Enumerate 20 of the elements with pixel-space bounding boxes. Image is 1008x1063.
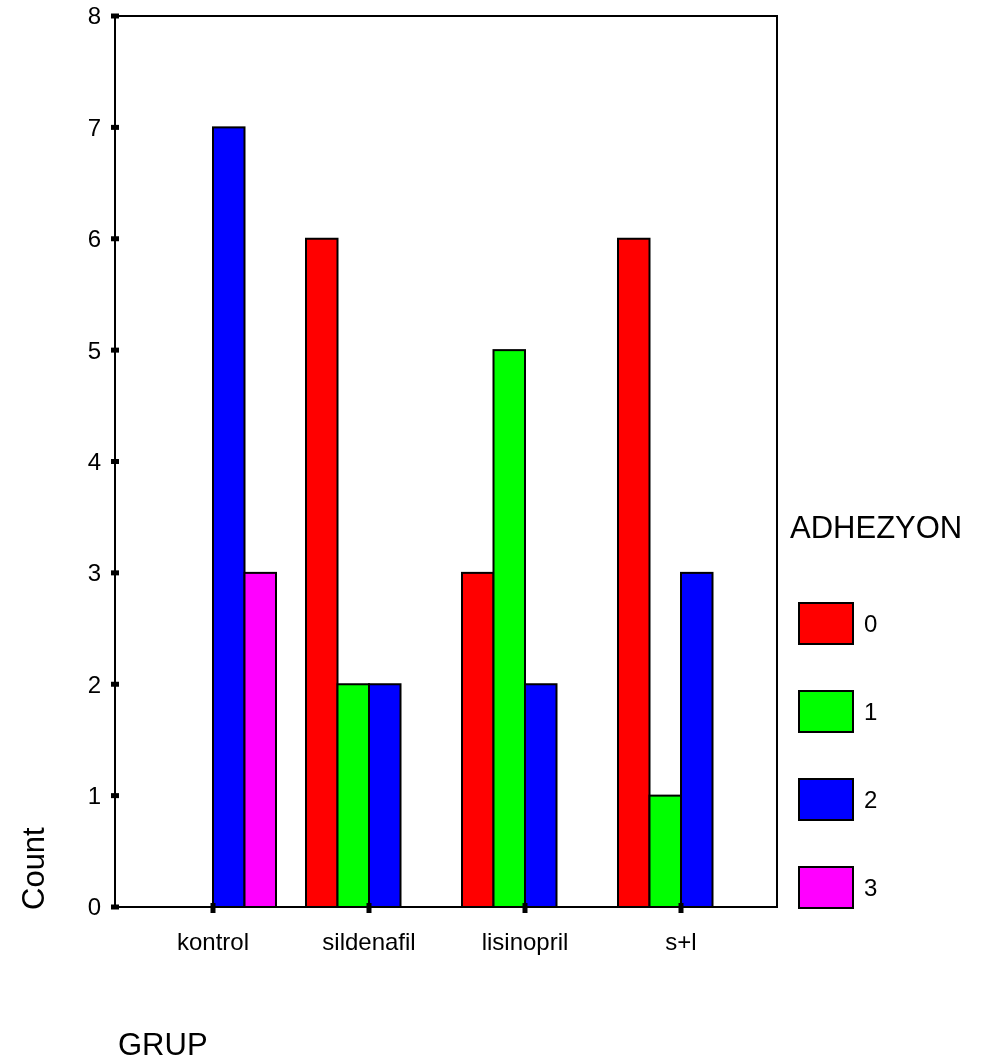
x-tick-label: kontrol (176, 928, 250, 955)
y-tick-label: 5 (87, 336, 101, 364)
y-tick-label: 2 (87, 670, 101, 698)
legend-label: 1 (864, 698, 878, 726)
x-tick-label: sildenafil (322, 928, 416, 955)
legend-label: 0 (864, 610, 878, 638)
y-tick-label: 0 (87, 893, 101, 921)
y-tick-label: 8 (87, 2, 101, 30)
y-axis-title: Count (16, 826, 51, 910)
legend-title: ADHEZYON (790, 510, 963, 545)
legend-label: 3 (864, 874, 878, 902)
y-tick-label: 7 (87, 113, 101, 141)
y-tick-label: 1 (87, 782, 101, 810)
x-tick-label: lisinopril (481, 928, 569, 955)
y-tick-label: 4 (87, 447, 101, 475)
y-tick-label: 6 (87, 225, 101, 253)
x-axis-title: GRUP (118, 1027, 208, 1062)
legend-label: 2 (864, 786, 878, 814)
y-tick-label: 3 (87, 559, 101, 587)
x-tick-label: s+l (665, 928, 697, 955)
